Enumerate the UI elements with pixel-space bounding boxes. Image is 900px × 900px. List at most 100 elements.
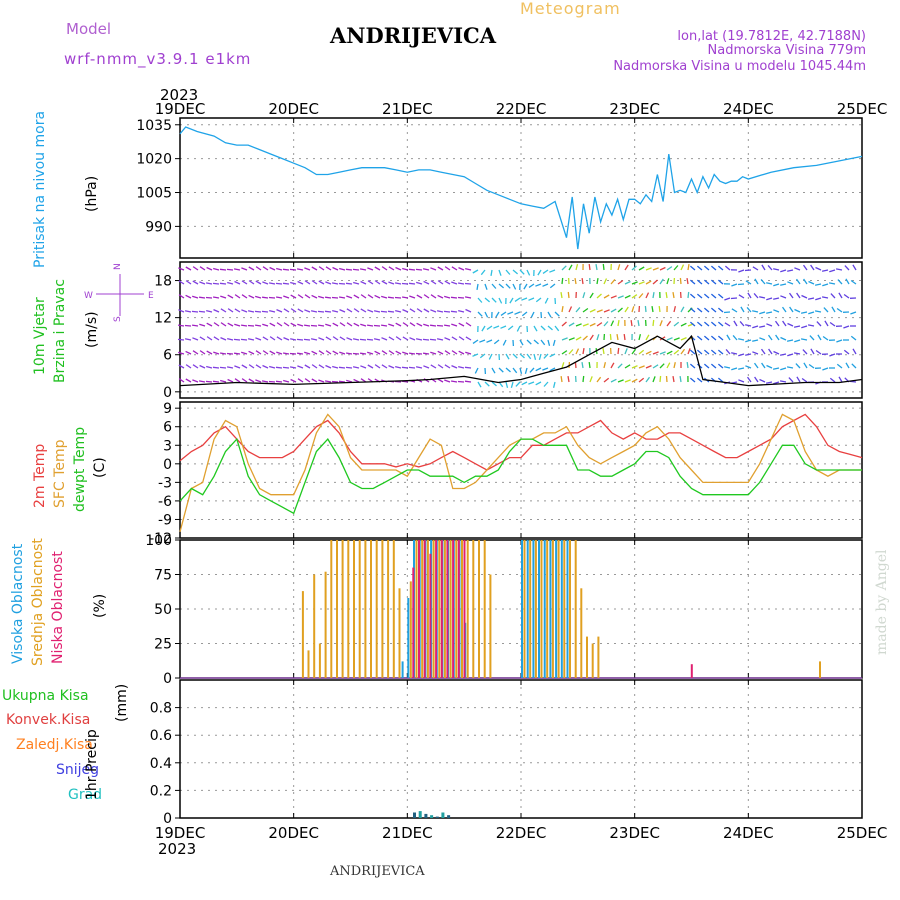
wind-barb — [269, 365, 276, 369]
wind-barb — [484, 283, 488, 290]
wind-barb — [560, 291, 563, 299]
wind-barb — [526, 269, 531, 276]
wind-barb — [666, 266, 673, 271]
wind-barb — [696, 279, 703, 285]
wind-barb — [290, 294, 297, 299]
wind-barb — [304, 267, 311, 271]
cloud-bar — [347, 540, 350, 678]
wind-barb — [561, 265, 567, 271]
wind-barb — [759, 325, 766, 328]
wind-barb — [276, 351, 283, 355]
wind-barb — [766, 282, 773, 285]
wind-barb — [234, 308, 241, 313]
temp-ylabel-c: dewpt Temp — [72, 427, 88, 512]
wind-barb — [665, 375, 668, 383]
wind-barb — [844, 265, 850, 271]
wind-barb — [381, 266, 388, 271]
wind-barb — [311, 350, 318, 355]
wind-barb — [738, 294, 745, 299]
wind-barb — [367, 324, 374, 327]
wind-barb — [505, 367, 511, 373]
cloud-bar — [591, 643, 594, 678]
wind-barb — [526, 339, 532, 345]
y-tick-label: 3 — [163, 438, 172, 454]
wind-barb — [738, 353, 745, 357]
cloud-ylabel-b: Srednja Oblacnost — [30, 538, 46, 666]
x-date-top: 23DEC — [609, 100, 660, 118]
wind-barb — [753, 292, 759, 299]
wind-barb — [268, 380, 276, 383]
precip-label-total: Ukupna Kisa — [2, 688, 89, 704]
x-date-top: 22DEC — [496, 100, 547, 118]
wind-barb — [794, 308, 801, 313]
wind-barb — [821, 296, 829, 299]
wind-barb — [512, 269, 519, 275]
wind-barb — [845, 278, 850, 285]
wind-barb — [481, 325, 486, 332]
wind-barb — [666, 337, 673, 341]
cloud-bar — [432, 540, 435, 678]
wind-barb — [679, 376, 682, 383]
wind-barb — [436, 324, 444, 327]
wind-barb — [631, 265, 637, 271]
wind-barb — [401, 366, 409, 369]
wind-barb — [524, 367, 528, 374]
wind-barb — [219, 352, 227, 355]
wind-barb — [528, 381, 535, 385]
wind-barb — [680, 264, 685, 271]
footer-title: ANDRIJEVICA — [329, 864, 425, 879]
wind-barb — [366, 338, 374, 341]
wind-barb — [789, 306, 794, 313]
wind-barb — [262, 336, 269, 341]
wind-barb — [780, 295, 787, 299]
wind-barb — [290, 378, 297, 383]
wind-barb — [638, 266, 645, 271]
wind-barb — [465, 336, 472, 341]
wind-barb — [754, 278, 759, 285]
wind-barb — [780, 367, 787, 371]
wind-barb — [234, 365, 241, 369]
wind-barb — [395, 309, 402, 313]
wind-barb — [409, 322, 416, 327]
wind-barb — [276, 309, 283, 313]
wind-barb — [732, 334, 738, 341]
wind-barb — [388, 350, 395, 355]
wind-barb — [845, 362, 850, 369]
wind-barb — [282, 282, 290, 285]
wind-barb — [479, 353, 486, 359]
wind-barb — [689, 321, 696, 327]
wind-barb — [815, 349, 822, 355]
wind-barb — [631, 306, 635, 313]
wind-barb — [415, 338, 423, 341]
wind-barb — [745, 280, 752, 285]
wind-barb — [561, 337, 568, 341]
wind-barb — [437, 378, 444, 383]
wind-barb — [318, 280, 325, 285]
wind-barb — [738, 379, 745, 383]
wind-barb — [507, 325, 514, 331]
wind-barb — [759, 296, 766, 299]
wind-barb — [533, 353, 537, 360]
cloud-bar — [409, 581, 412, 678]
wind-barb — [680, 306, 685, 313]
wind-barb — [540, 339, 546, 346]
wind-barb — [325, 323, 332, 327]
wind-barb — [332, 365, 339, 369]
wind-barb — [687, 291, 690, 299]
wind-barb — [387, 310, 395, 313]
wind-barb — [617, 347, 620, 355]
wind-barb — [220, 322, 227, 327]
wind-barb — [631, 294, 638, 299]
wind-barb — [788, 377, 794, 383]
wind-barb — [325, 350, 332, 355]
wind-barb — [339, 351, 346, 355]
wind-barb — [582, 347, 585, 355]
wind-barb — [786, 366, 794, 369]
wind-barb — [367, 351, 374, 355]
wind-barb — [402, 336, 409, 341]
wind-barb — [367, 294, 374, 299]
y-tick-label: 0 — [163, 811, 172, 827]
wind-barb — [630, 320, 633, 327]
wind-barb — [381, 364, 388, 369]
wind-barb — [311, 280, 318, 285]
